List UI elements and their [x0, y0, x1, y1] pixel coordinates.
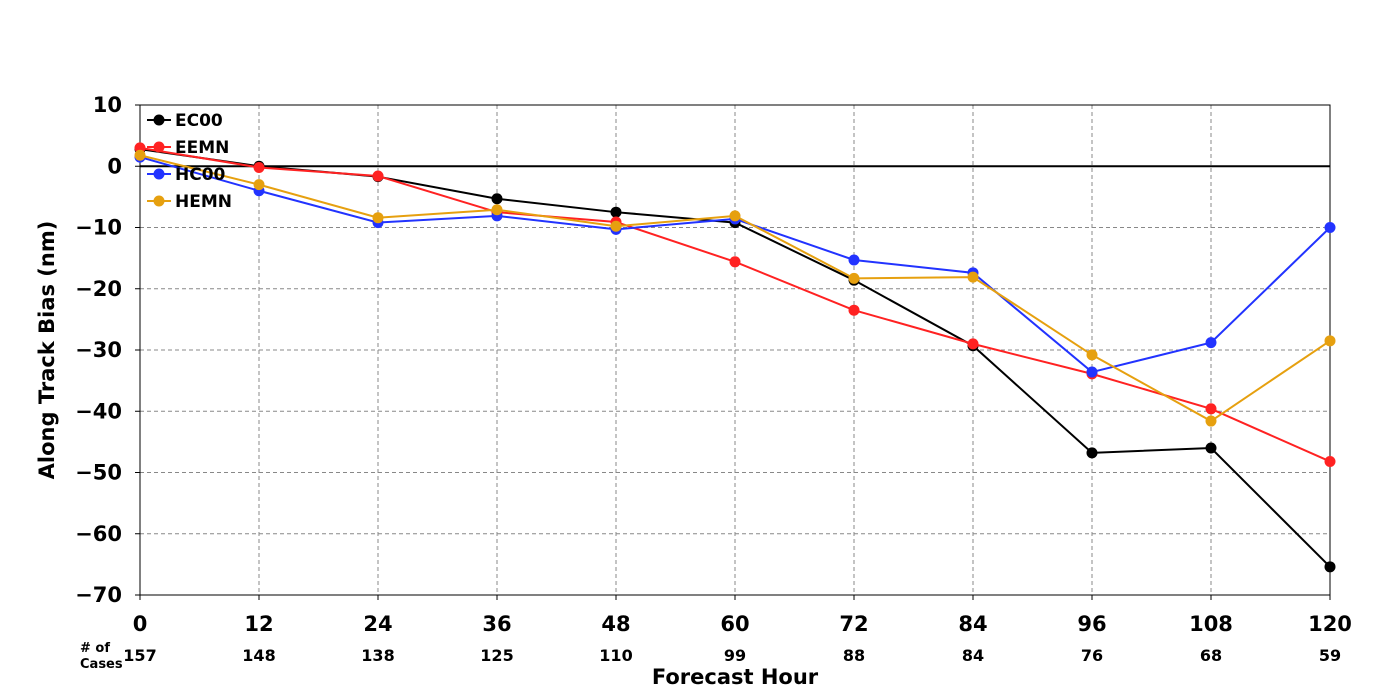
- y-tick-label: 10: [93, 93, 122, 117]
- case-count-label: 59: [1319, 646, 1341, 665]
- x-axis-title: Forecast Hour: [652, 665, 819, 689]
- data-point-eemn: [848, 304, 860, 316]
- case-count-label: 88: [843, 646, 865, 665]
- legend-swatch-marker: [153, 195, 165, 207]
- data-point-hc00: [1324, 222, 1336, 233]
- x-tick-label: 0: [133, 612, 148, 636]
- data-point-ec00: [1086, 447, 1098, 459]
- data-point-eemn: [729, 256, 741, 268]
- y-tick-label: −30: [75, 338, 122, 362]
- legend-swatch-marker: [153, 168, 165, 180]
- legend-label: HC00: [175, 165, 226, 185]
- x-tick-label: 72: [839, 612, 868, 636]
- legend-item-ec00: EC00: [147, 111, 223, 131]
- x-tick-label: 120: [1308, 612, 1352, 636]
- data-point-hemn: [1205, 415, 1217, 427]
- data-point-eemn: [967, 338, 979, 350]
- data-point-eemn: [1205, 403, 1217, 415]
- y-tick-label: −60: [75, 522, 122, 546]
- legend: EC00 EEMN HC00 HEMN: [147, 111, 232, 212]
- y-tick-label: −20: [75, 277, 122, 301]
- case-count-label: 148: [242, 646, 275, 665]
- x-tick-label: 96: [1077, 612, 1106, 636]
- series-layer: [134, 142, 1336, 573]
- data-point-ec00: [1324, 561, 1336, 573]
- x-tick-label: 36: [482, 612, 511, 636]
- y-tick-label: −40: [75, 399, 122, 423]
- data-point-hc00: [1086, 366, 1098, 378]
- data-point-hemn: [1324, 335, 1336, 347]
- legend-swatch-marker: [153, 141, 165, 153]
- y-tick-label: −70: [75, 583, 122, 607]
- data-point-eemn: [372, 170, 384, 182]
- legend-label: HEMN: [175, 192, 232, 212]
- y-axis-title: Along Track Bias (nm): [35, 221, 59, 480]
- legend-item-hc00: HC00: [147, 165, 226, 185]
- x-tick-label: 108: [1189, 612, 1233, 636]
- cases-row: 157 148 138 125 110 99 88 84 76 68 59: [123, 646, 1341, 665]
- case-count-label: 68: [1200, 646, 1222, 665]
- y-tick-label: −10: [75, 216, 122, 240]
- case-count-label: 76: [1081, 646, 1103, 665]
- data-point-hemn: [1086, 349, 1098, 361]
- data-point-hemn: [967, 271, 979, 283]
- y-tick-label: 0: [107, 154, 122, 178]
- data-point-hemn: [610, 220, 622, 232]
- y-tick-label: −50: [75, 461, 122, 485]
- data-point-ec00: [610, 206, 622, 218]
- cases-label-line2: Cases: [80, 657, 123, 672]
- case-count-label: 99: [724, 646, 746, 665]
- data-point-hemn: [253, 179, 265, 191]
- legend-label: EEMN: [175, 138, 229, 158]
- x-tick-label: 12: [244, 612, 273, 636]
- case-count-label: 84: [962, 646, 984, 665]
- data-point-eemn: [253, 161, 265, 173]
- cases-label-line1: # of: [80, 641, 110, 656]
- x-tick-label: 24: [363, 612, 392, 636]
- case-count-label: 157: [123, 646, 156, 665]
- grid-lines: [140, 105, 1330, 595]
- case-count-label: 138: [361, 646, 394, 665]
- data-point-hemn: [491, 204, 503, 216]
- data-point-ec00: [1205, 442, 1217, 454]
- data-point-hemn: [848, 272, 860, 284]
- series-hemn: [134, 149, 1336, 427]
- x-tick-label: 60: [720, 612, 749, 636]
- data-point-eemn: [1324, 455, 1336, 467]
- data-point-ec00: [491, 193, 503, 205]
- case-count-label: 110: [599, 646, 632, 665]
- x-tick-labels: 0 12 24 36 48 60 72 84 96 108 120: [133, 595, 1352, 636]
- legend-label: EC00: [175, 111, 223, 131]
- y-tick-labels: 10 0 −10 −20 −30 −40 −50 −60 −70: [75, 93, 140, 607]
- x-tick-label: 84: [958, 612, 987, 636]
- data-point-hemn: [729, 210, 741, 222]
- legend-item-eemn: EEMN: [147, 138, 229, 158]
- data-point-hemn: [134, 149, 146, 161]
- legend-swatch-marker: [153, 114, 165, 126]
- case-count-label: 125: [480, 646, 513, 665]
- data-point-hemn: [372, 212, 384, 224]
- data-point-hc00: [1205, 337, 1217, 349]
- legend-item-hemn: HEMN: [147, 192, 232, 212]
- x-tick-label: 48: [601, 612, 630, 636]
- data-point-hc00: [848, 254, 860, 266]
